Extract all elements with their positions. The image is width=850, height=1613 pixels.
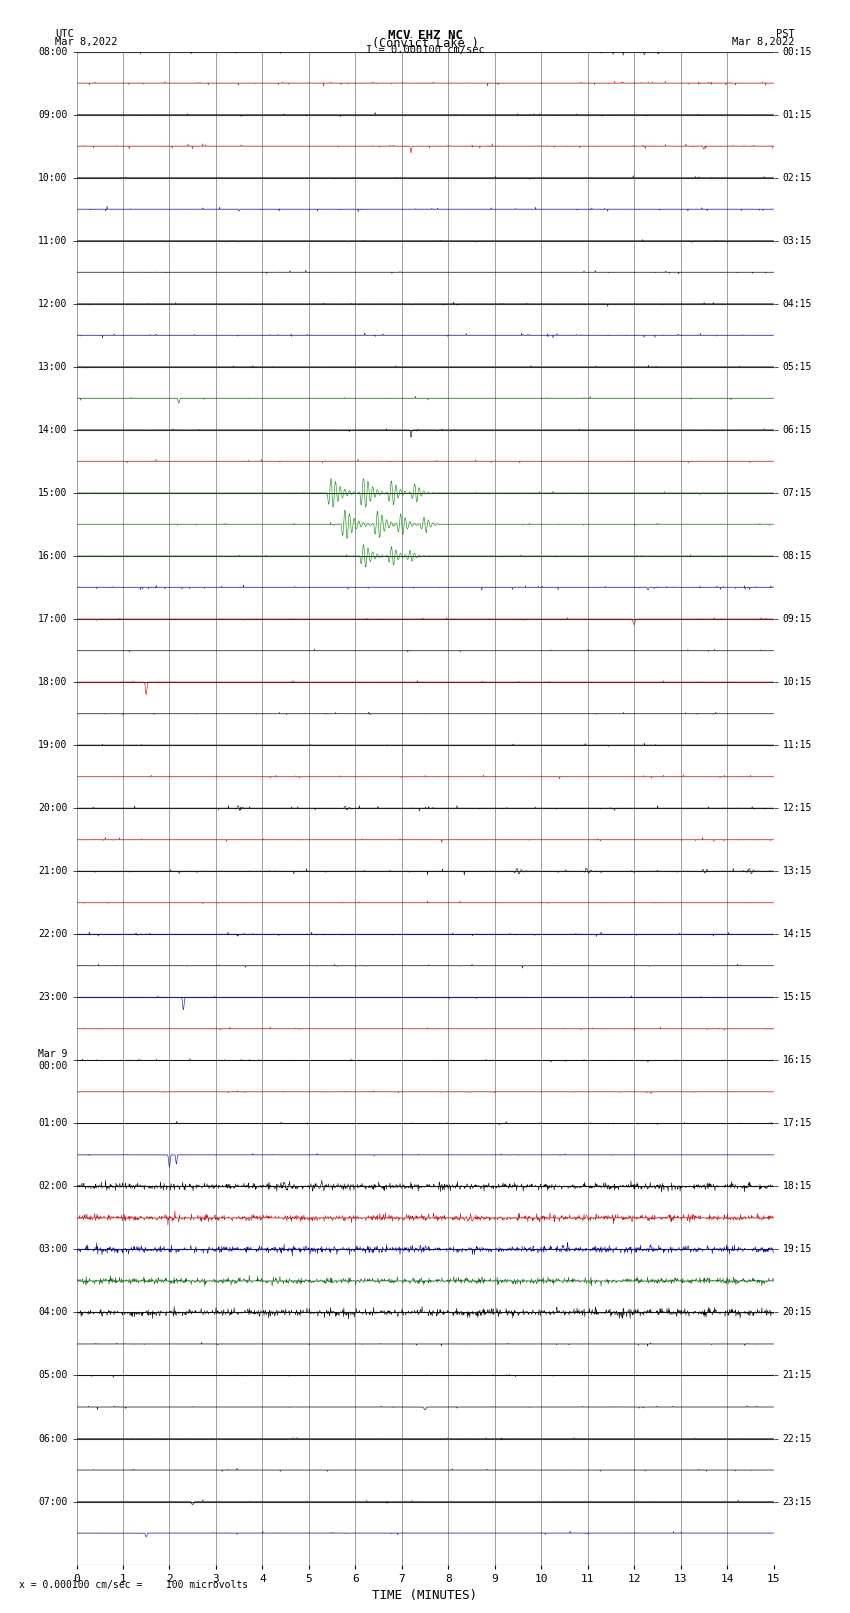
Text: Mar 8,2022: Mar 8,2022 [732, 37, 795, 47]
Text: Mar 8,2022: Mar 8,2022 [55, 37, 118, 47]
Text: MCV EHZ NC: MCV EHZ NC [388, 29, 462, 42]
Text: UTC: UTC [55, 29, 74, 39]
Text: I = 0.000100 cm/sec: I = 0.000100 cm/sec [366, 45, 484, 55]
Text: PST: PST [776, 29, 795, 39]
Text: x = 0.000100 cm/sec =    100 microvolts: x = 0.000100 cm/sec = 100 microvolts [19, 1581, 248, 1590]
Text: (Convict Lake ): (Convict Lake ) [371, 37, 479, 50]
X-axis label: TIME (MINUTES): TIME (MINUTES) [372, 1589, 478, 1602]
